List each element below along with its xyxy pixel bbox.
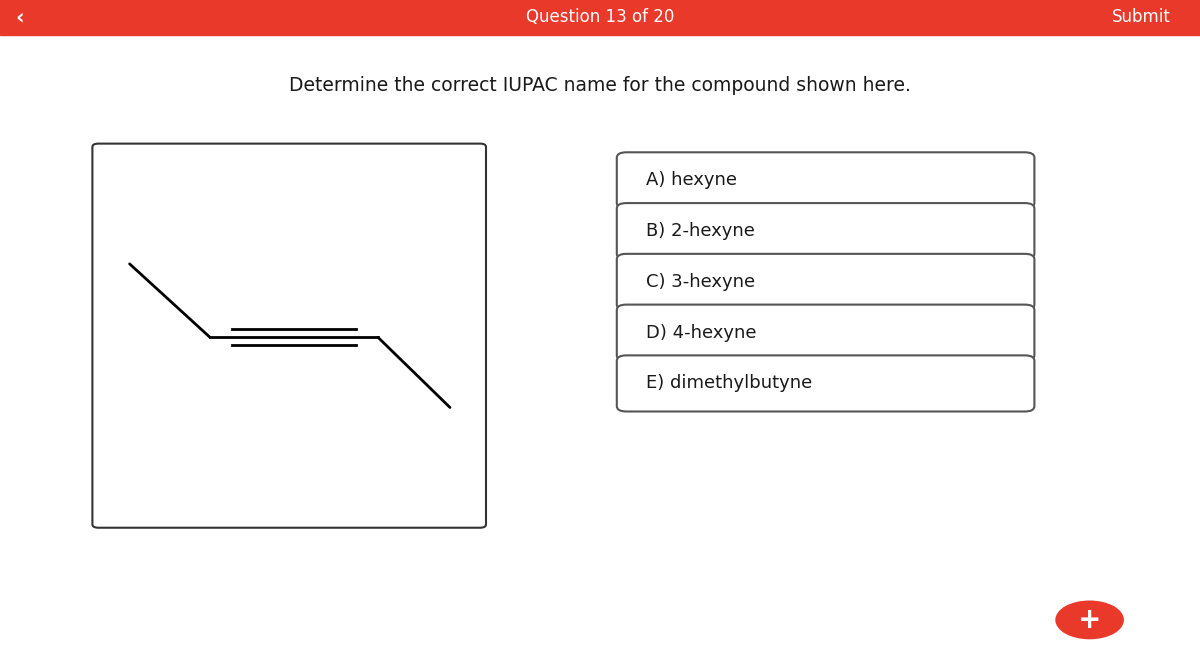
Text: D) 4-hexyne: D) 4-hexyne: [646, 324, 756, 341]
FancyBboxPatch shape: [617, 203, 1034, 259]
Text: Determine the correct IUPAC name for the compound shown here.: Determine the correct IUPAC name for the…: [289, 76, 911, 95]
FancyBboxPatch shape: [617, 254, 1034, 310]
Text: E) dimethylbutyne: E) dimethylbutyne: [646, 375, 812, 392]
Text: C) 3-hexyne: C) 3-hexyne: [646, 273, 755, 291]
Bar: [0, 0, 1200, 35]
FancyBboxPatch shape: [617, 152, 1034, 208]
Text: Submit: Submit: [1112, 9, 1171, 26]
Circle shape: [1056, 601, 1123, 639]
Text: +: +: [1078, 606, 1102, 634]
Text: A) hexyne: A) hexyne: [646, 172, 737, 189]
Text: ‹: ‹: [14, 7, 24, 27]
Text: Question 13 of 20: Question 13 of 20: [526, 9, 674, 26]
Text: B) 2-hexyne: B) 2-hexyne: [646, 222, 755, 240]
FancyBboxPatch shape: [92, 144, 486, 528]
FancyBboxPatch shape: [617, 305, 1034, 361]
FancyBboxPatch shape: [617, 355, 1034, 411]
